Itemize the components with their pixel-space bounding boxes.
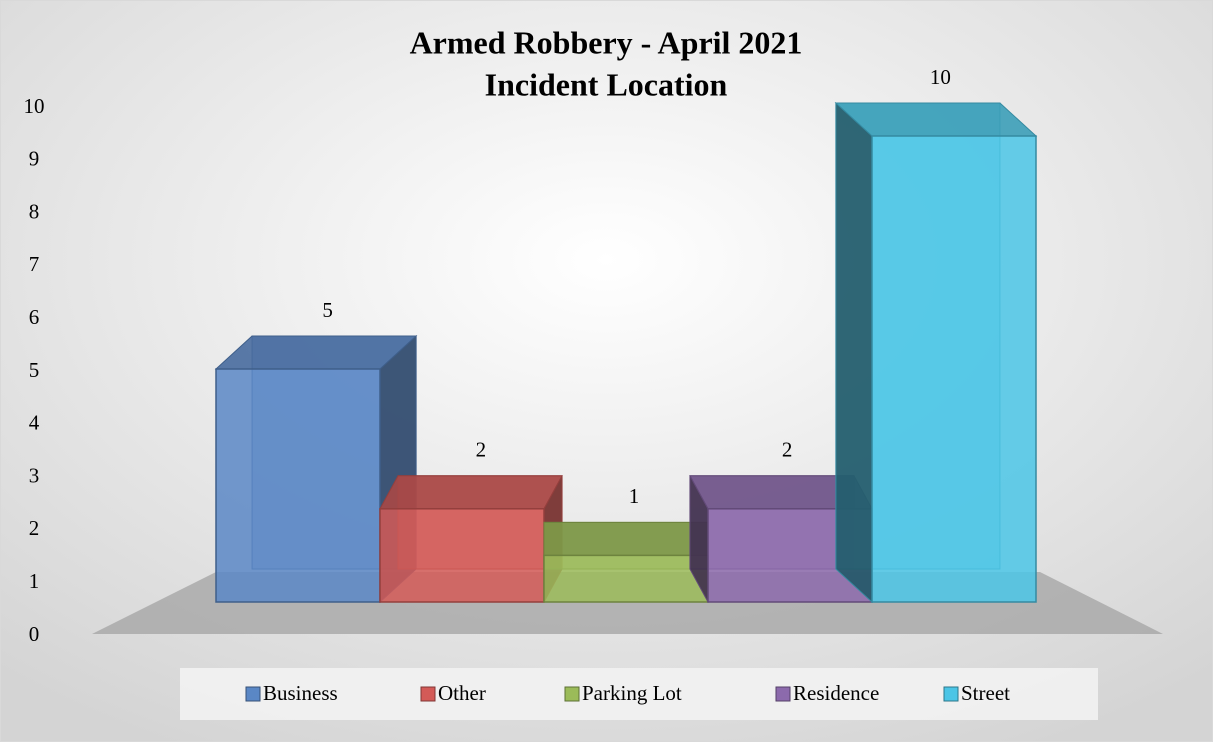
legend-label: Business <box>263 681 338 705</box>
y-tick-label: 7 <box>29 252 40 276</box>
legend-label: Street <box>961 681 1010 705</box>
bar-face <box>871 135 1037 603</box>
y-tick-label: 3 <box>29 463 40 487</box>
data-label: 5 <box>322 298 333 322</box>
bar-face <box>543 521 709 556</box>
bar-face <box>379 475 563 510</box>
bar <box>379 475 563 603</box>
data-label: 10 <box>930 65 951 89</box>
legend-swatch <box>775 686 791 702</box>
legend-swatch <box>943 686 959 702</box>
bar-face <box>543 554 709 603</box>
bar-face <box>835 101 873 604</box>
y-tick-label: 6 <box>29 305 40 329</box>
y-tick-label: 10 <box>24 94 45 118</box>
legend-swatch <box>564 686 580 702</box>
bar <box>543 521 709 603</box>
data-label: 2 <box>782 438 793 462</box>
data-label: 2 <box>476 438 487 462</box>
y-tick-label: 1 <box>29 569 40 593</box>
data-label: 1 <box>629 484 640 508</box>
y-tick-label: 9 <box>29 147 40 171</box>
y-tick-label: 2 <box>29 516 40 540</box>
chart-title: Armed Robbery - April 2021 <box>410 24 803 60</box>
legend-label: Other <box>438 681 486 705</box>
bar <box>834 101 1038 604</box>
y-tick-label: 5 <box>29 358 40 382</box>
legend-swatch <box>245 686 261 702</box>
legend-swatch <box>420 686 436 702</box>
y-tick-label: 8 <box>29 199 40 223</box>
chart-title: Incident Location <box>485 66 728 102</box>
y-tick-label: 4 <box>29 411 40 435</box>
bar-face <box>214 335 418 370</box>
bar-face <box>215 368 381 603</box>
bar-face <box>834 102 1038 137</box>
y-tick-label: 0 <box>29 622 40 646</box>
legend-label: Residence <box>793 681 879 705</box>
bar <box>214 334 418 604</box>
bar-face <box>379 508 545 603</box>
legend-label: Parking Lot <box>582 681 682 705</box>
